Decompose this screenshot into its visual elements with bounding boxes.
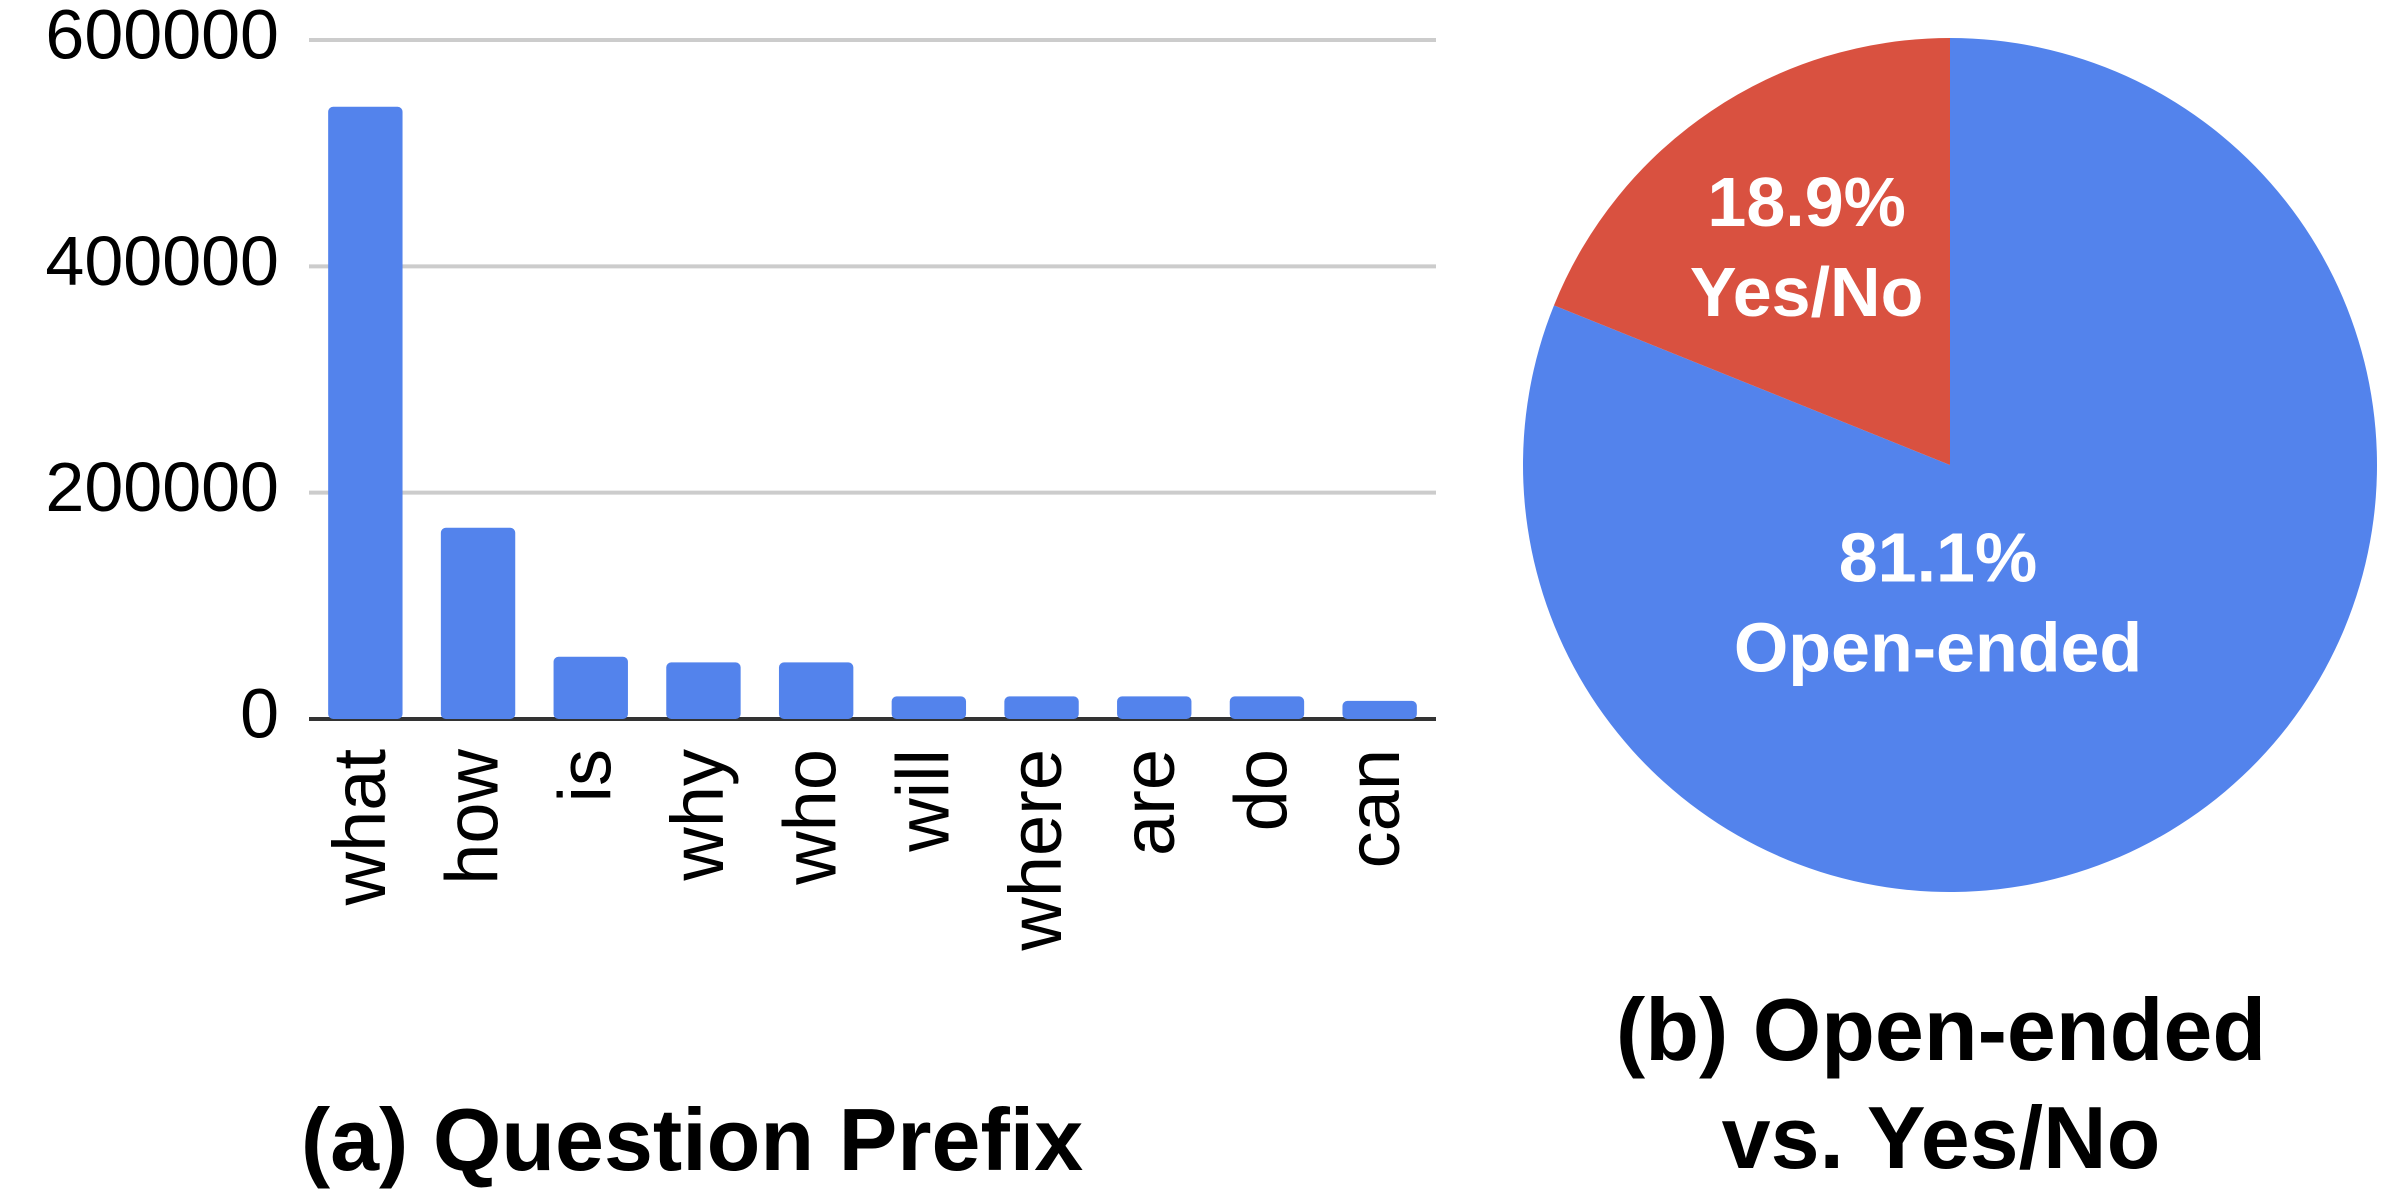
bar [1229,696,1305,719]
slice-label: Open-ended [1734,608,2142,686]
x-tick-label: is [543,749,626,802]
bar [440,527,516,719]
y-tick-label: 600000 [45,0,279,73]
bar [1117,696,1192,719]
y-tick-label: 200000 [45,448,279,526]
bar [553,656,628,719]
bar [666,662,741,719]
data-label: 81.1% [1839,518,2037,596]
bar [328,106,403,720]
y-tick-label: 0 [240,674,279,752]
bar [1342,700,1417,719]
chart-title: (b) Open-ended vs. Yes/No [1615,980,2267,1187]
bar [1004,696,1079,719]
x-tick-label: are [1107,749,1190,856]
x-tick-label: where [994,749,1077,952]
y-tick-label: 400000 [45,222,279,300]
x-tick-label: do [1219,749,1302,831]
slice-label: Yes/No [1690,253,1923,331]
x-tick-label: what [318,749,401,907]
pie-slice [1553,38,1950,465]
x-tick-label: will [881,749,964,853]
x-tick-label: who [769,749,852,886]
x-tick-label: can [1332,749,1415,868]
bar [778,662,854,719]
x-tick-label: why [656,749,739,882]
x-tick-label: how [431,748,514,884]
data-label: 18.9% [1707,163,1905,241]
chart-title: (a) Question Prefix [300,1090,1084,1189]
bar [891,696,967,719]
